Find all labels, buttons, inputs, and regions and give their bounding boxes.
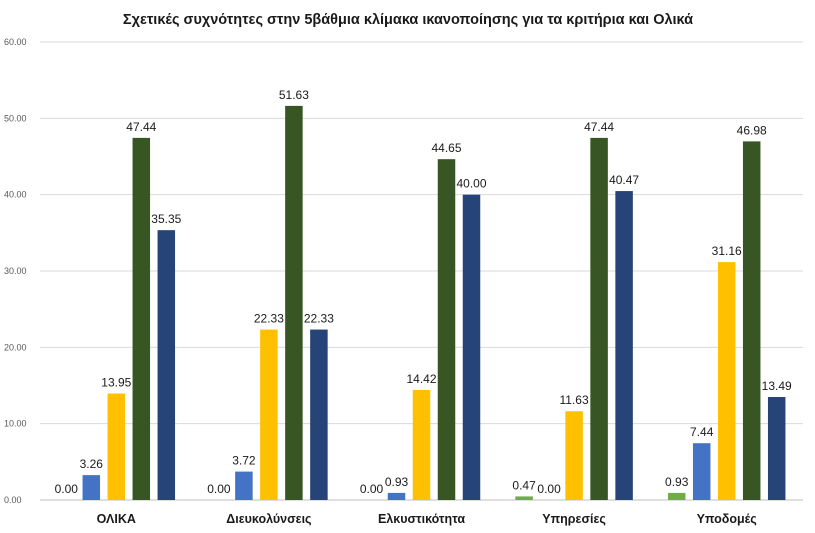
category-label: Υποδομές — [697, 512, 757, 526]
bar — [285, 105, 303, 501]
chart-title: Σχετικές συχνότητες στην 5βάθμια κλίμακα… — [123, 12, 693, 28]
bar — [515, 496, 533, 500]
bar — [412, 389, 431, 500]
data-label: 0.93 — [665, 475, 689, 489]
bar — [692, 443, 711, 500]
bar — [437, 159, 456, 500]
bar — [590, 137, 608, 500]
data-label: 0.93 — [385, 475, 409, 489]
data-label: 0.00 — [360, 482, 384, 496]
data-label: 22.33 — [304, 312, 334, 326]
category-label: Διευκολύνσεις — [226, 512, 311, 526]
category-label: ΟΛΙΚΑ — [97, 512, 136, 526]
y-tick-label: 10.00 — [4, 419, 27, 429]
y-tick-label: 50.00 — [4, 113, 27, 123]
bar — [82, 475, 101, 500]
bar — [260, 329, 278, 500]
data-label: 22.33 — [254, 312, 284, 326]
bar — [742, 141, 761, 501]
bars — [82, 105, 786, 501]
data-label: 0.47 — [512, 478, 536, 492]
category-label: Υπηρεσίες — [542, 512, 606, 526]
y-tick-label: 20.00 — [4, 342, 27, 352]
bar — [717, 262, 736, 500]
data-label: 40.00 — [456, 177, 486, 191]
data-label: 0.00 — [55, 482, 79, 496]
y-tick-label: 40.00 — [4, 190, 27, 200]
data-label: 13.95 — [101, 376, 131, 390]
data-label: 7.44 — [690, 425, 714, 439]
data-labels: 0.003.2613.9547.4435.350.003.7222.3351.6… — [55, 88, 792, 496]
category-label: Ελκυστικότητα — [378, 512, 465, 526]
bar — [310, 329, 328, 500]
bar — [235, 471, 253, 500]
data-label: 3.26 — [80, 457, 104, 471]
data-label: 46.98 — [737, 123, 767, 137]
category-labels: ΟΛΙΚΑ Διευκολύνσεις Ελκυστικότητα Υπηρεσίες… — [97, 512, 757, 526]
bar — [667, 492, 686, 500]
data-label: 3.72 — [232, 454, 256, 468]
bar — [107, 393, 126, 500]
y-tick-label: 30.00 — [4, 266, 27, 276]
y-axis-tick-labels: 0.00 10.00 20.00 30.00 40.00 50.00 60.00 — [4, 37, 27, 505]
bar — [157, 230, 176, 500]
data-label: 13.49 — [762, 379, 792, 393]
bar — [615, 191, 633, 501]
y-tick-label: 0.00 — [4, 495, 22, 505]
data-label: 51.63 — [279, 88, 309, 102]
data-label: 31.16 — [712, 244, 742, 258]
bar — [767, 397, 786, 500]
bar — [132, 137, 151, 500]
data-label: 11.63 — [560, 393, 589, 407]
bar — [462, 194, 481, 500]
data-label: 40.47 — [609, 173, 639, 187]
data-label: 47.44 — [584, 120, 614, 134]
data-label: 35.35 — [151, 212, 181, 226]
data-label: 0.00 — [207, 482, 231, 496]
data-label: 44.65 — [431, 141, 461, 155]
data-label: 14.42 — [406, 372, 436, 386]
bar — [387, 492, 406, 500]
bar — [565, 411, 583, 500]
data-label: 47.44 — [126, 120, 156, 134]
y-tick-label: 60.00 — [4, 37, 27, 47]
data-label: 0.00 — [537, 482, 561, 496]
